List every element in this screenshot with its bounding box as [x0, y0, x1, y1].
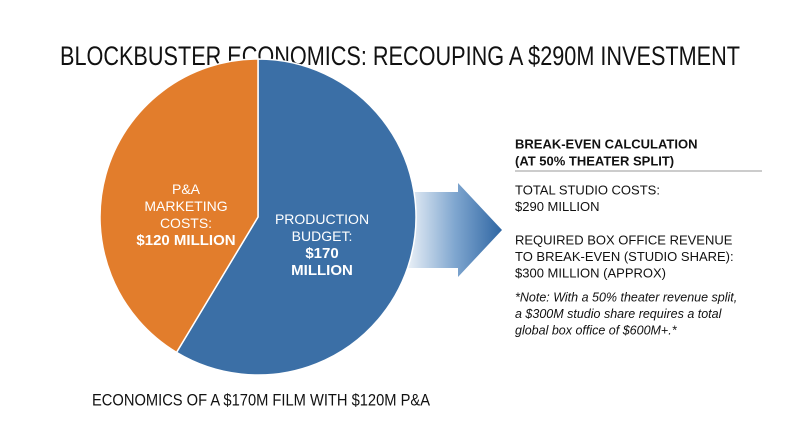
panel-item: TOTAL STUDIO COSTS: [515, 182, 660, 197]
slice-name: P&A MARKETING COSTS: [144, 181, 228, 231]
panel-item: $300 MILLION (APPROX) [515, 265, 666, 280]
pie-slice [99, 58, 259, 354]
panel-heading: (AT 50% THEATER SPLIT) [515, 153, 674, 168]
chart-title: BLOCKBUSTER ECONOMICS: RECOUPING A $290M… [60, 41, 740, 71]
slice-label: PRODUCTION BUDGET: $170 MILLION [274, 211, 370, 279]
panel-note: global box office of $600M+.* [515, 323, 678, 337]
panel-note: a $300M studio share requires a total [515, 307, 723, 321]
slice-value-label: $120 MILLION [136, 232, 236, 249]
panel-heading: BREAK-EVEN CALCULATION [515, 136, 697, 151]
slice-name: PRODUCTION BUDGET: [274, 211, 370, 244]
slice-label: P&A MARKETING COSTS: $120 MILLION [130, 181, 242, 249]
caption: ECONOMICS OF A $170M FILM WITH $120M P&A [92, 390, 431, 409]
panel-item: TO BREAK-EVEN (STUDIO SHARE): [515, 249, 734, 264]
panel-item: $290 MILLION [515, 199, 600, 214]
panel-note: *Note: With a 50% theater revenue split, [515, 290, 737, 304]
arrow [398, 183, 502, 277]
pie-slice [175, 58, 417, 376]
slice-value-label: $170 MILLION [291, 245, 353, 279]
panel-item: REQUIRED BOX OFFICE REVENUE [515, 232, 733, 247]
